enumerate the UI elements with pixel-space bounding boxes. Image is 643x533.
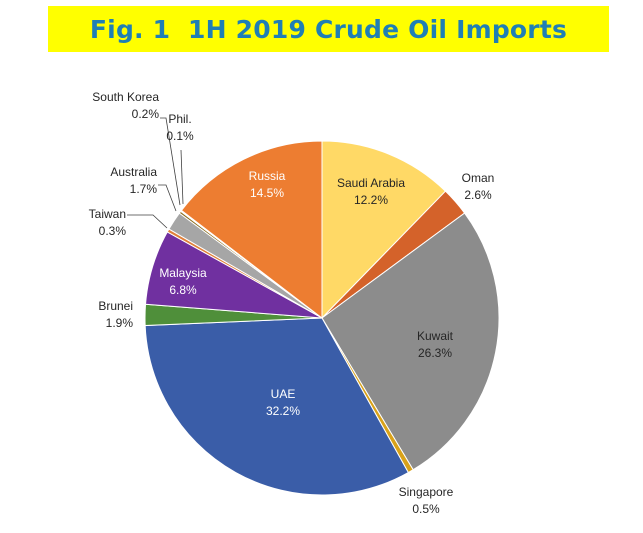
chart-title-banner: Fig. 1 1H 2019 Crude Oil Imports	[48, 6, 609, 52]
slice-label-malaysia: Malaysia 6.8%	[159, 266, 207, 297]
slice-value-oman: 2.6%	[464, 188, 492, 202]
slice-value-malaysia: 6.8%	[169, 283, 197, 297]
slice-value-uae: 32.2%	[266, 404, 300, 418]
leader-line	[180, 149, 184, 205]
slice-label-russia: Russia 14.5%	[249, 169, 286, 200]
slice-category-uae: UAE	[271, 387, 296, 401]
pie-slice-uae	[144, 317, 409, 496]
slice-label-taiwan: Taiwan 0.3%	[89, 207, 127, 238]
pie-slice-russia	[180, 140, 323, 320]
slice-category-saudi-arabia: Saudi Arabia	[337, 176, 405, 190]
leader-line	[127, 214, 168, 229]
slice-value-taiwan: 0.3%	[99, 224, 127, 238]
slice-value-kuwait: 26.3%	[418, 346, 452, 360]
slice-category-brunei: Brunei	[98, 299, 133, 313]
slice-value-brunei: 1.9%	[106, 316, 134, 330]
slice-label-phil: Phil. 0.1%	[166, 112, 194, 143]
slice-value-phil: 0.1%	[166, 129, 194, 143]
slice-category-south-korea: South Korea	[92, 90, 159, 104]
slice-category-russia: Russia	[249, 169, 286, 183]
slice-value-russia: 14.5%	[250, 186, 284, 200]
slice-label-australia: Australia 1.7%	[110, 165, 157, 196]
leader-line	[158, 184, 177, 212]
slice-category-singapore: Singapore	[399, 485, 454, 499]
slice-category-malaysia: Malaysia	[159, 266, 207, 280]
pie-slice-kuwait	[321, 212, 500, 471]
slice-label-kuwait: Kuwait 26.3%	[417, 329, 454, 360]
slice-value-singapore: 0.5%	[412, 502, 440, 516]
slice-category-kuwait: Kuwait	[417, 329, 454, 343]
slice-category-oman: Oman	[462, 171, 495, 185]
slice-label-oman: Oman 2.6%	[462, 171, 495, 202]
slice-label-brunei: Brunei 1.9%	[98, 299, 133, 330]
slice-label-south-korea: South Korea 0.2%	[92, 90, 159, 121]
slice-label-uae: UAE 32.2%	[266, 387, 300, 418]
slice-category-australia: Australia	[110, 165, 157, 179]
pie-slice-saudi-arabia	[321, 140, 447, 320]
chart-title: Fig. 1 1H 2019 Crude Oil Imports	[89, 14, 568, 44]
slice-label-singapore: Singapore 0.5%	[399, 485, 454, 516]
slice-value-australia: 1.7%	[130, 182, 158, 196]
leader-line	[160, 117, 181, 206]
slice-category-phil: Phil.	[168, 112, 191, 126]
slice-category-taiwan: Taiwan	[89, 207, 126, 221]
slice-value-south-korea: 0.2%	[132, 107, 160, 121]
slice-label-saudi-arabia: Saudi Arabia 12.2%	[337, 176, 405, 207]
slice-value-saudi-arabia: 12.2%	[354, 193, 388, 207]
